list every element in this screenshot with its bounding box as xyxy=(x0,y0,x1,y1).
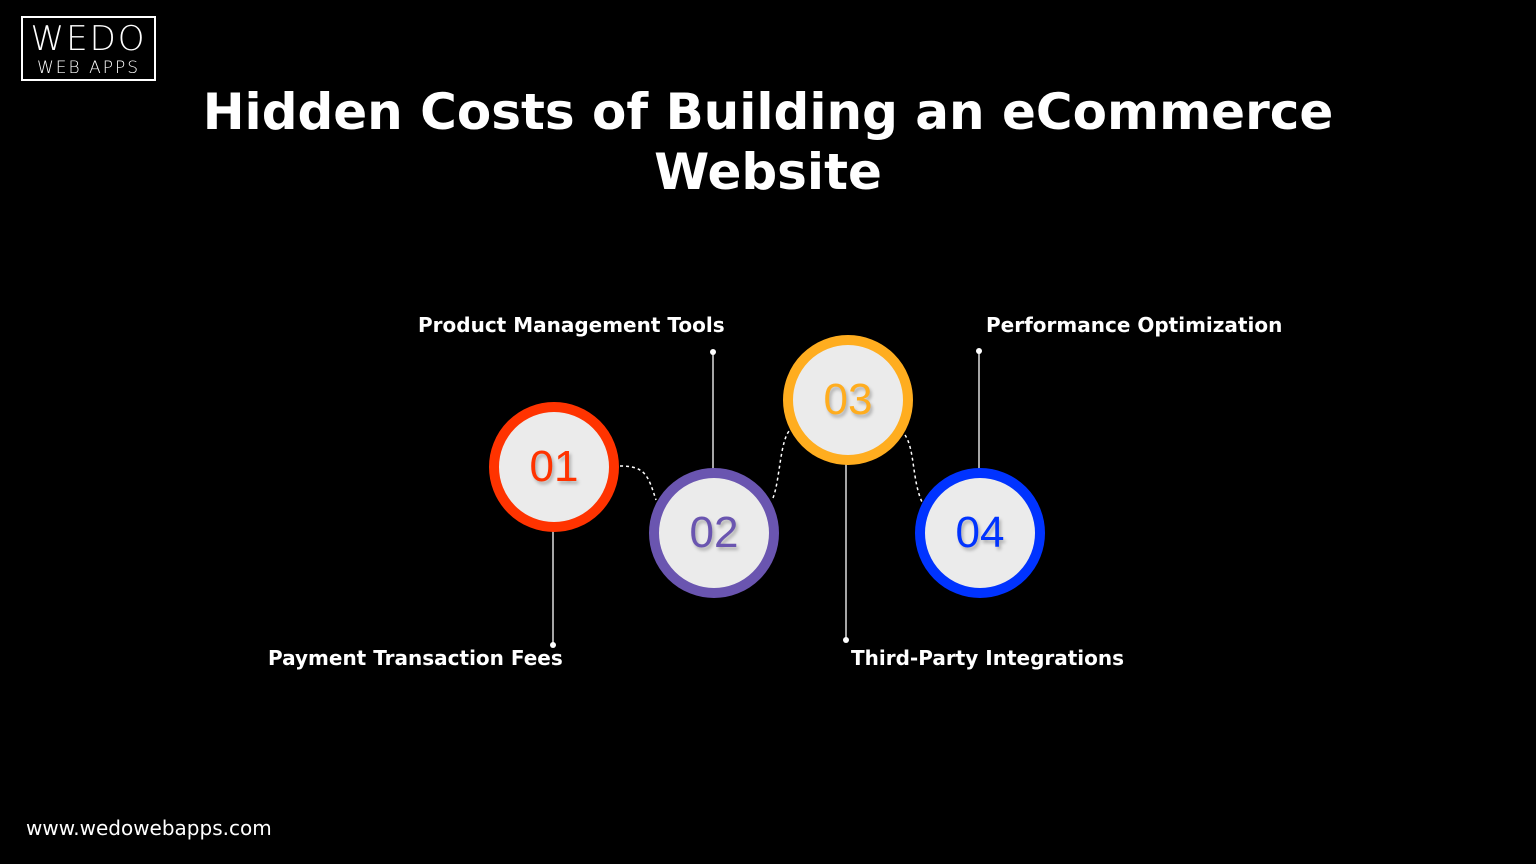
step-circle-04: 04 xyxy=(915,468,1045,598)
website-url[interactable]: www.wedowebapps.com xyxy=(26,816,272,840)
step-label-02: Product Management Tools xyxy=(418,313,725,337)
logo-line2: WEB APPS xyxy=(36,58,140,78)
page-title: Hidden Costs of Building an eCommerce We… xyxy=(0,82,1536,202)
step-number: 01 xyxy=(529,442,579,491)
step-circle-02: 02 xyxy=(649,468,779,598)
dashed-connector-1-2 xyxy=(619,465,657,501)
logo: WEDO WEB APPS xyxy=(21,16,156,81)
dot xyxy=(843,637,849,643)
step-circle-03: 03 xyxy=(783,335,913,465)
dashed-connector-2-3 xyxy=(772,429,791,499)
title-line1: Hidden Costs of Building an eCommerce xyxy=(202,83,1334,141)
step-label-01: Payment Transaction Fees xyxy=(268,646,563,670)
dot xyxy=(976,348,982,354)
step-circle-01: 01 xyxy=(489,402,619,532)
step-number: 04 xyxy=(955,508,1005,557)
step-label-03: Third-Party Integrations xyxy=(851,646,1125,670)
dot xyxy=(550,642,556,648)
logo-line1: WEDO xyxy=(30,19,147,59)
step-label-04: Performance Optimization xyxy=(986,313,1283,337)
title-line2: Website xyxy=(654,143,882,201)
step-number: 02 xyxy=(689,508,739,557)
dashed-connector-3-4 xyxy=(904,434,923,503)
step-number: 03 xyxy=(823,375,873,424)
dot xyxy=(710,349,716,355)
